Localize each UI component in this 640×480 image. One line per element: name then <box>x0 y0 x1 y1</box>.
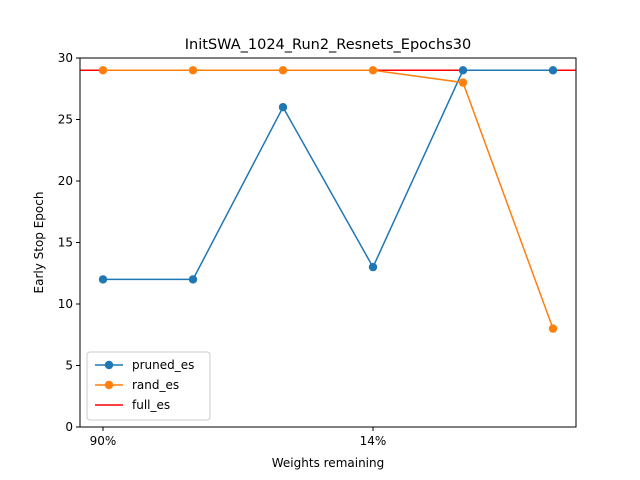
legend-box <box>86 351 211 421</box>
data-point-rand_es <box>188 66 198 75</box>
data-point-rand_es <box>278 66 288 75</box>
legend-label-pruned_es: pruned_es <box>132 358 194 372</box>
chart-title: InitSWA_1024_Run2_Resnets_Epochs30 <box>185 37 471 53</box>
legend-label-full_es: full_es <box>132 398 170 412</box>
y-tick-label: 20 <box>58 174 73 188</box>
data-point-rand_es <box>98 66 108 75</box>
data-point-pruned_es <box>548 66 558 75</box>
legend-label-rand_es: rand_es <box>132 378 179 392</box>
y-axis-label: Early Stop Epoch <box>32 192 46 294</box>
data-point-pruned_es <box>98 275 108 284</box>
y-tick-label: 15 <box>58 236 73 250</box>
series-line-pruned_es <box>103 69 553 281</box>
y-tick-label: 25 <box>58 113 73 127</box>
legend-marker-rand_es <box>104 380 114 390</box>
legend-marker-pruned_es <box>104 360 114 370</box>
data-point-pruned_es <box>368 262 378 272</box>
data-point-rand_es <box>548 324 558 333</box>
data-point-pruned_es <box>188 275 198 284</box>
y-tick-label: 0 <box>65 420 73 434</box>
data-point-rand_es <box>368 66 378 75</box>
data-point-pruned_es <box>458 66 468 75</box>
x-tick-label: 90% <box>90 434 117 448</box>
y-tick-label: 30 <box>58 51 73 65</box>
data-point-pruned_es <box>278 103 288 112</box>
x-axis-label: Weights remaining <box>272 456 384 470</box>
y-tick-label: 5 <box>65 359 73 373</box>
plot-area <box>80 66 576 333</box>
data-point-rand_es <box>458 78 468 87</box>
legend: pruned_es rand_es full_es <box>86 351 211 421</box>
series-line-rand_es <box>103 69 554 329</box>
x-tick-label: 14% <box>360 434 387 448</box>
y-tick-label: 10 <box>58 297 73 311</box>
